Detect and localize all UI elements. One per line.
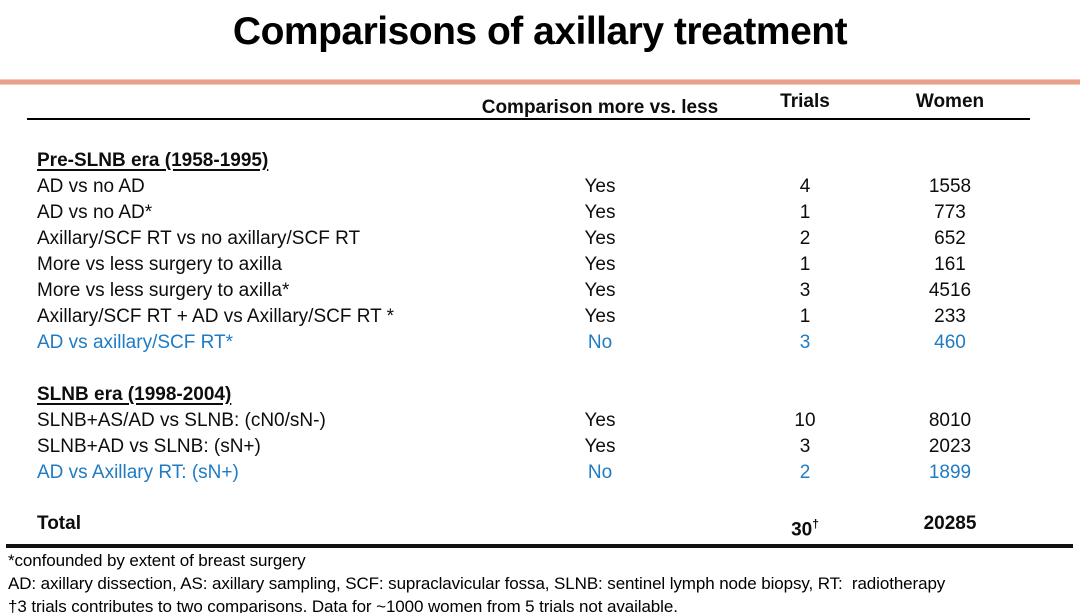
row-label: SLNB+AS/AD vs SLNB: (cN0/sN-)	[37, 410, 326, 431]
column-header-empty	[27, 92, 460, 118]
cell-trials: 1	[799, 254, 811, 275]
table-row: Axillary/SCF RT vs no axillary/SCF RT Yes…	[27, 226, 1030, 252]
cell-comparison: Yes	[584, 436, 616, 457]
row-label: Axillary/SCF RT vs no axillary/SCF RT	[37, 228, 361, 249]
cell-women: 652	[934, 228, 966, 249]
footnote-line: *confounded by extent of breast surgery	[8, 551, 306, 571]
group-heading: Pre-SLNB era (1958-1995)	[37, 150, 269, 171]
cell-trials: 3	[799, 332, 811, 353]
cell-comparison: Yes	[584, 306, 616, 327]
total-row: Total 30† 20285	[27, 512, 1030, 542]
table-row: AD vs no AD Yes 4 1558	[27, 174, 1030, 200]
column-header-trials: Trials	[780, 91, 830, 112]
table-row: AD vs no AD* Yes 1 773	[27, 200, 1030, 226]
cell-women: 773	[934, 202, 966, 223]
cell-women: 460	[934, 332, 966, 353]
table-row: AD vs axillary/SCF RT* No 3 460	[27, 330, 1030, 356]
total-trials: 30†	[740, 512, 870, 542]
footnotes: *confounded by extent of breast surgery A…	[0, 548, 1080, 613]
cell-women: 8010	[928, 410, 972, 431]
cell-comparison: Yes	[584, 176, 616, 197]
table-header-row: Comparison more vs. less Trials Women	[27, 92, 1030, 120]
total-bottom-rule	[6, 544, 1073, 549]
page-title: Comparisons of axillary treatment	[232, 10, 848, 53]
table-body: Pre-SLNB era (1958-1995) AD vs no AD Yes 4 1…	[27, 148, 1030, 486]
total-label: Total	[37, 513, 81, 534]
cell-comparison: Yes	[584, 228, 616, 249]
cell-trials: 3	[799, 436, 811, 457]
cell-trials: 4	[799, 176, 811, 197]
cell-comparison: Yes	[584, 410, 616, 431]
row-label: AD vs no AD	[37, 176, 145, 197]
title-divider-rule	[0, 80, 1080, 84]
total-trials-value: 30	[791, 519, 813, 541]
cell-comparison: No	[587, 462, 613, 483]
row-label: More vs less surgery to axilla*	[37, 280, 290, 301]
comparison-table: Comparison more vs. less Trials Women Pr…	[6, 92, 1073, 549]
cell-comparison: Yes	[584, 202, 616, 223]
cell-women: 1558	[928, 176, 972, 197]
row-label: SLNB+AD vs SLNB: (sN+)	[37, 436, 261, 457]
cell-comparison: Yes	[584, 280, 616, 301]
table-row: More vs less surgery to axilla* Yes 3 4516	[27, 278, 1030, 304]
footnote-line: †3 trials contributes to two comparisons…	[8, 597, 678, 613]
cell-women: 233	[934, 306, 966, 327]
row-label: AD vs no AD*	[37, 202, 153, 223]
table-row: SLNB+AD vs SLNB: (sN+) Yes 3 2023	[27, 434, 1030, 460]
cell-trials: 1	[799, 306, 811, 327]
cell-women: 4516	[928, 280, 972, 301]
row-label: More vs less surgery to axilla	[37, 254, 282, 275]
cell-trials: 3	[799, 280, 811, 301]
row-label: Axillary/SCF RT + AD vs Axillary/SCF RT …	[37, 306, 395, 327]
table-row: Axillary/SCF RT + AD vs Axillary/SCF RT …	[27, 304, 1030, 330]
table-group: SLNB era (1998-2004) SLNB+AS/AD vs SLNB: …	[27, 382, 1030, 486]
table-group: Pre-SLNB era (1958-1995) AD vs no AD Yes 4 1…	[27, 148, 1030, 356]
row-label: AD vs axillary/SCF RT*	[37, 332, 234, 353]
table-row: AD vs Axillary RT: (sN+) No 2 1899	[27, 460, 1030, 486]
cell-women: 2023	[928, 436, 972, 457]
footnote-line: AD: axillary dissection, AS: axillary sa…	[8, 574, 946, 594]
cell-comparison: Yes	[584, 254, 616, 275]
column-header-comparison: Comparison more vs. less	[481, 97, 719, 118]
column-header-women: Women	[915, 91, 985, 112]
table-row: More vs less surgery to axilla Yes 1 161	[27, 252, 1030, 278]
cell-trials: 2	[799, 228, 811, 249]
dagger-superscript: †	[812, 517, 819, 531]
cell-trials: 10	[794, 410, 816, 431]
cell-trials: 2	[799, 462, 811, 483]
cell-women: 1899	[928, 462, 972, 483]
total-women: 20285	[923, 513, 977, 534]
group-heading: SLNB era (1998-2004)	[37, 384, 232, 405]
cell-women: 161	[934, 254, 966, 275]
row-label: AD vs Axillary RT: (sN+)	[37, 462, 239, 483]
cell-trials: 1	[799, 202, 811, 223]
total-comparison-empty	[460, 512, 740, 542]
table-row: SLNB+AS/AD vs SLNB: (cN0/sN-) Yes 10 8010	[27, 408, 1030, 434]
cell-comparison: No	[587, 332, 613, 353]
